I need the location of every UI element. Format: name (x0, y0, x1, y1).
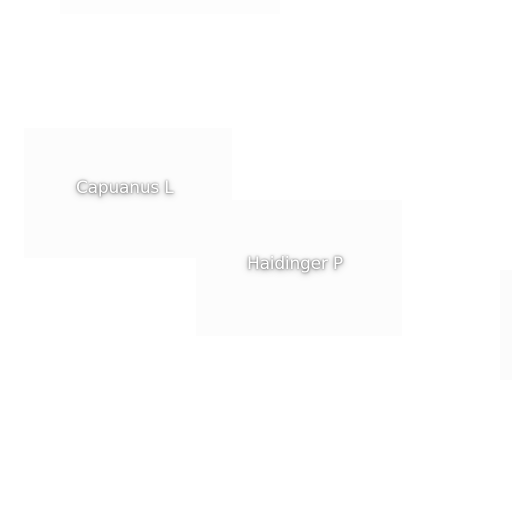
map-tile (500, 270, 512, 380)
map-tile (60, 0, 280, 14)
feature-label-capuanus[interactable]: Capuanus L (76, 178, 174, 198)
feature-label-haidinger[interactable]: Haidinger P (247, 254, 343, 274)
map-tile (196, 200, 402, 336)
